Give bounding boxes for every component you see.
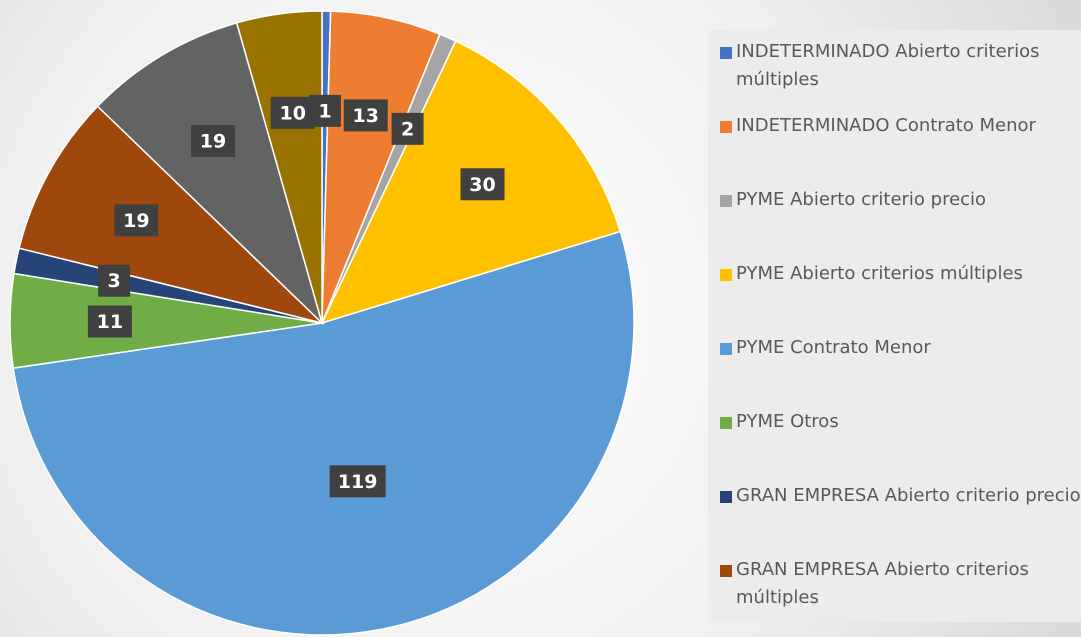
data-label-box — [190, 125, 235, 158]
data-label-text: 3 — [107, 270, 120, 292]
legend-label: GRAN EMPRESA Abierto criterio precio — [736, 485, 1081, 506]
legend-item: INDETERMINADO Contrato Menor — [720, 112, 1081, 140]
legend-swatch — [720, 491, 732, 503]
data-label: 30 — [460, 168, 505, 201]
data-label: 119 — [329, 465, 386, 498]
data-label-text: 30 — [469, 174, 495, 196]
data-label-box — [391, 112, 424, 145]
data-label: 10 — [270, 96, 315, 129]
legend-item: GRAN EMPRESA Abierto criterio precio — [720, 482, 1081, 510]
legend-swatch — [720, 47, 732, 59]
legend: INDETERMINADO Abierto criterios múltiple… — [708, 30, 1081, 622]
legend-label: PYME Otros — [736, 411, 839, 432]
data-label-box — [114, 204, 159, 237]
data-label-box — [460, 168, 505, 201]
legend-item: PYME Abierto criterio precio — [720, 186, 1081, 214]
data-label: 19 — [114, 204, 159, 237]
legend-label: INDETERMINADO Contrato Menor — [736, 115, 1036, 136]
data-label: 3 — [98, 264, 131, 297]
legend-swatch — [720, 343, 732, 355]
data-label: 2 — [391, 112, 424, 145]
legend-swatch — [720, 565, 732, 577]
pie-slice — [18, 105, 325, 325]
data-label-box — [98, 264, 131, 297]
data-label-text: 11 — [97, 311, 123, 333]
data-label-box — [343, 99, 388, 132]
legend-label: INDETERMINADO Abierto criterios múltiple… — [736, 41, 1040, 90]
data-label-box — [329, 465, 386, 498]
data-label-text: 10 — [280, 102, 306, 124]
legend-swatch — [720, 195, 732, 207]
pie-slice — [96, 21, 324, 326]
data-label: 19 — [190, 125, 235, 158]
pie-slice — [12, 230, 635, 636]
legend-item: PYME Contrato Menor — [720, 334, 1081, 362]
legend-swatch — [720, 269, 732, 281]
data-label: 11 — [87, 305, 132, 338]
data-label-text: 119 — [338, 471, 378, 493]
pie-slice — [235, 10, 323, 324]
legend-label: GRAN EMPRESA Abierto criterios múltiples — [736, 559, 1029, 608]
legend-item: PYME Abierto criterios múltiples — [720, 260, 1081, 288]
data-label-text: 19 — [200, 131, 226, 153]
legend-item: INDETERMINADO Abierto criterios múltiple… — [720, 38, 1081, 94]
legend-label: PYME Abierto criterios múltiples — [736, 263, 1023, 284]
data-label-box — [270, 96, 315, 129]
data-label: 13 — [343, 99, 388, 132]
data-label-text: 2 — [401, 118, 414, 140]
legend-item: PYME Otros — [720, 408, 1081, 436]
legend-swatch — [720, 121, 732, 133]
legend-label: PYME Abierto criterio precio — [736, 189, 987, 210]
data-label-text: 19 — [123, 210, 149, 232]
data-label-text: 13 — [353, 105, 379, 127]
data-label-text: 1 — [318, 100, 331, 122]
legend-swatch — [720, 417, 732, 429]
data-label-box — [87, 305, 132, 338]
legend-item: GRAN EMPRESA Abierto criterios múltiples — [720, 556, 1081, 612]
legend-label: PYME Contrato Menor — [736, 337, 931, 358]
